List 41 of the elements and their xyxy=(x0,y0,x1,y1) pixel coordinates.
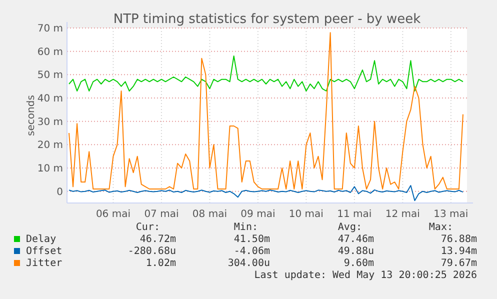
x-tick-label: 07 mai xyxy=(144,209,179,220)
y-tick-label: 70 m xyxy=(37,24,63,34)
x-tick-label: 09 mai xyxy=(240,209,276,220)
text: 304.00u xyxy=(228,258,270,269)
text: 76.88m xyxy=(440,234,477,245)
y-tick-label: 50 m xyxy=(37,70,63,82)
text: 49.88u xyxy=(338,246,374,257)
y-tick-label: 30 m xyxy=(37,116,63,128)
y-tick-label: 40 m xyxy=(37,94,63,104)
text: Min: xyxy=(234,222,258,233)
line-series xyxy=(68,56,464,92)
text: 79.67m xyxy=(440,258,477,269)
y-tick-label: 60 m xyxy=(37,46,63,58)
text: Max: xyxy=(428,222,453,233)
text: 1.02m xyxy=(146,258,176,269)
legend-label: Delay xyxy=(26,234,56,245)
text: Cur: xyxy=(136,222,160,233)
y-axis-title: seconds xyxy=(26,95,37,136)
text: 41.50m xyxy=(234,234,270,245)
x-tick-label: 12 mai xyxy=(385,209,420,220)
line-series xyxy=(68,32,464,190)
x-tick-label: 08 mai xyxy=(192,209,227,220)
text: 46.72m xyxy=(140,234,176,245)
x-tick-label: 06 mai xyxy=(96,209,131,220)
x-tick-label: 10 mai xyxy=(288,209,324,220)
x-tick-label: 11 mai xyxy=(337,209,372,220)
text: -280.68u xyxy=(128,246,176,257)
legend-label: Offset xyxy=(26,246,62,257)
text: -4.06m xyxy=(234,246,270,257)
text: 47.46m xyxy=(338,234,374,245)
legend-label: Jitter xyxy=(26,258,62,269)
chart-title: NTP timing statistics for system peer - by week xyxy=(113,12,422,27)
y-tick-label: 10 m xyxy=(37,164,63,174)
text: Last update: Wed May 13 20:00:25 2026 xyxy=(254,270,477,281)
y-tick-label: 0 xyxy=(56,186,63,198)
x-tick-label: 13 mai xyxy=(434,209,468,220)
y-tick-label: 20 m xyxy=(37,140,63,152)
text: 9.60m xyxy=(344,258,374,269)
line-series xyxy=(68,185,464,202)
text: Avg: xyxy=(338,222,362,233)
text: 13.94m xyxy=(440,246,477,257)
